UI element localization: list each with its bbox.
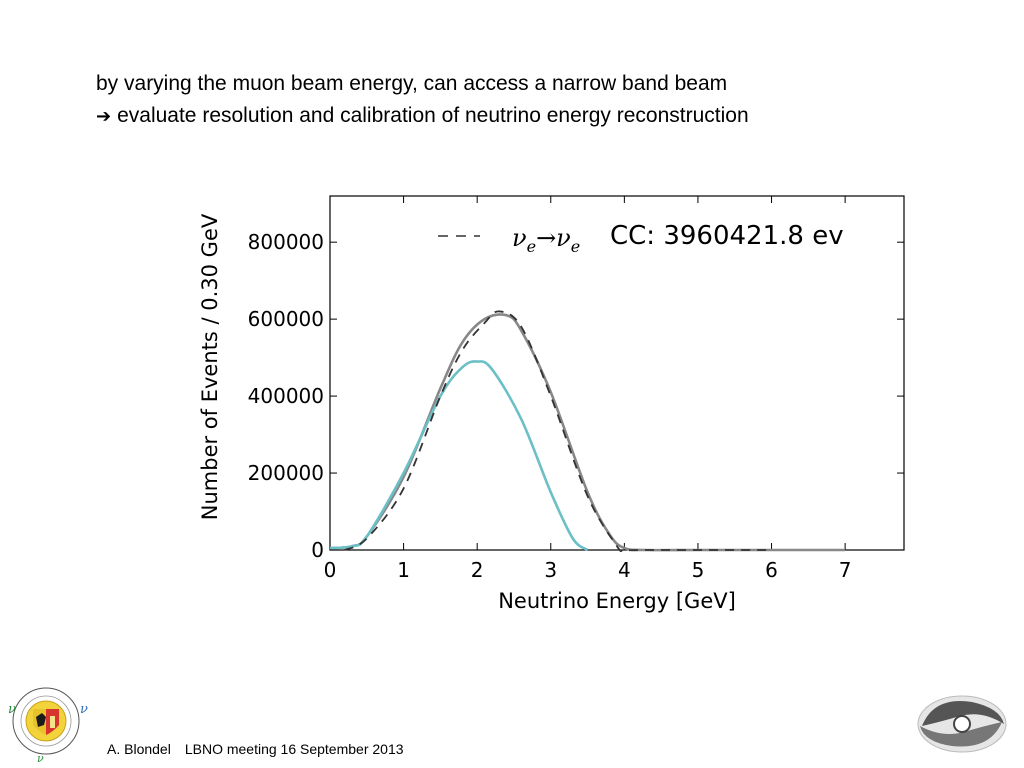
right-arrow-icon: ➔ (96, 106, 112, 127)
x-tick-label: 3 (544, 558, 557, 582)
chart-legend: νe→νe CC: 3960421.8 ev (438, 221, 844, 256)
svg-text:ν: ν (37, 752, 44, 763)
y-tick-label: 200000 (248, 461, 324, 485)
legend-process: νe→νe (512, 224, 580, 256)
x-tick-label: 5 (692, 558, 705, 582)
swirl-lab-logo (917, 695, 1007, 753)
legend-cc-text: CC: 3960421.8 ev (610, 221, 844, 251)
svg-text:ν: ν (80, 702, 88, 717)
bullet-line-2-text: evaluate resolution and calibration of n… (117, 104, 749, 127)
y-tick-label: 400000 (248, 384, 324, 408)
y-tick-label: 0 (311, 538, 324, 562)
x-tick-label: 4 (618, 558, 631, 582)
plot-area-frame (329, 195, 905, 551)
bullet-line-1: by varying the muon beam energy, can acc… (96, 72, 728, 95)
y-tick-label: 600000 (248, 307, 324, 331)
legend-process-a: ν (512, 224, 527, 252)
x-axis-label: Neutrino Energy [GeV] (498, 589, 736, 613)
slide-text: by varying the muon beam energy, can acc… (96, 68, 749, 133)
series-dashed-line (344, 310, 772, 553)
legend-process-b: ν (556, 224, 571, 252)
slide-footer: A. Blondel LBNO meeting 16 September 2013 (107, 741, 418, 757)
footer-author: A. Blondel (107, 741, 171, 757)
x-tick-label: 1 (397, 558, 410, 582)
x-tick-label: 2 (471, 558, 484, 582)
legend-process-b-sub: e (571, 237, 580, 256)
y-axis-label: Number of Events / 0.30 GeV (198, 213, 222, 520)
x-tick-label: 6 (765, 558, 778, 582)
series-grey-line (329, 313, 846, 552)
series-cyan-line (329, 360, 589, 552)
bullet-line-2: ➔ evaluate resolution and calibration of … (96, 100, 749, 133)
y-tick-label: 800000 (248, 230, 324, 254)
footer-meeting: LBNO meeting 16 September 2013 (184, 741, 404, 757)
legend-arrow: → (536, 224, 556, 252)
university-geneva-seal-logo: ν ν ν (8, 687, 88, 763)
x-tick-label: 7 (839, 558, 852, 582)
neutrino-energy-chart: 0 1 2 3 4 5 6 7 0 200000 400000 600000 800000 Number… (198, 195, 905, 613)
legend-process-a-sub: e (527, 237, 536, 256)
svg-text:ν: ν (8, 702, 16, 717)
x-tick-label: 0 (324, 558, 337, 582)
